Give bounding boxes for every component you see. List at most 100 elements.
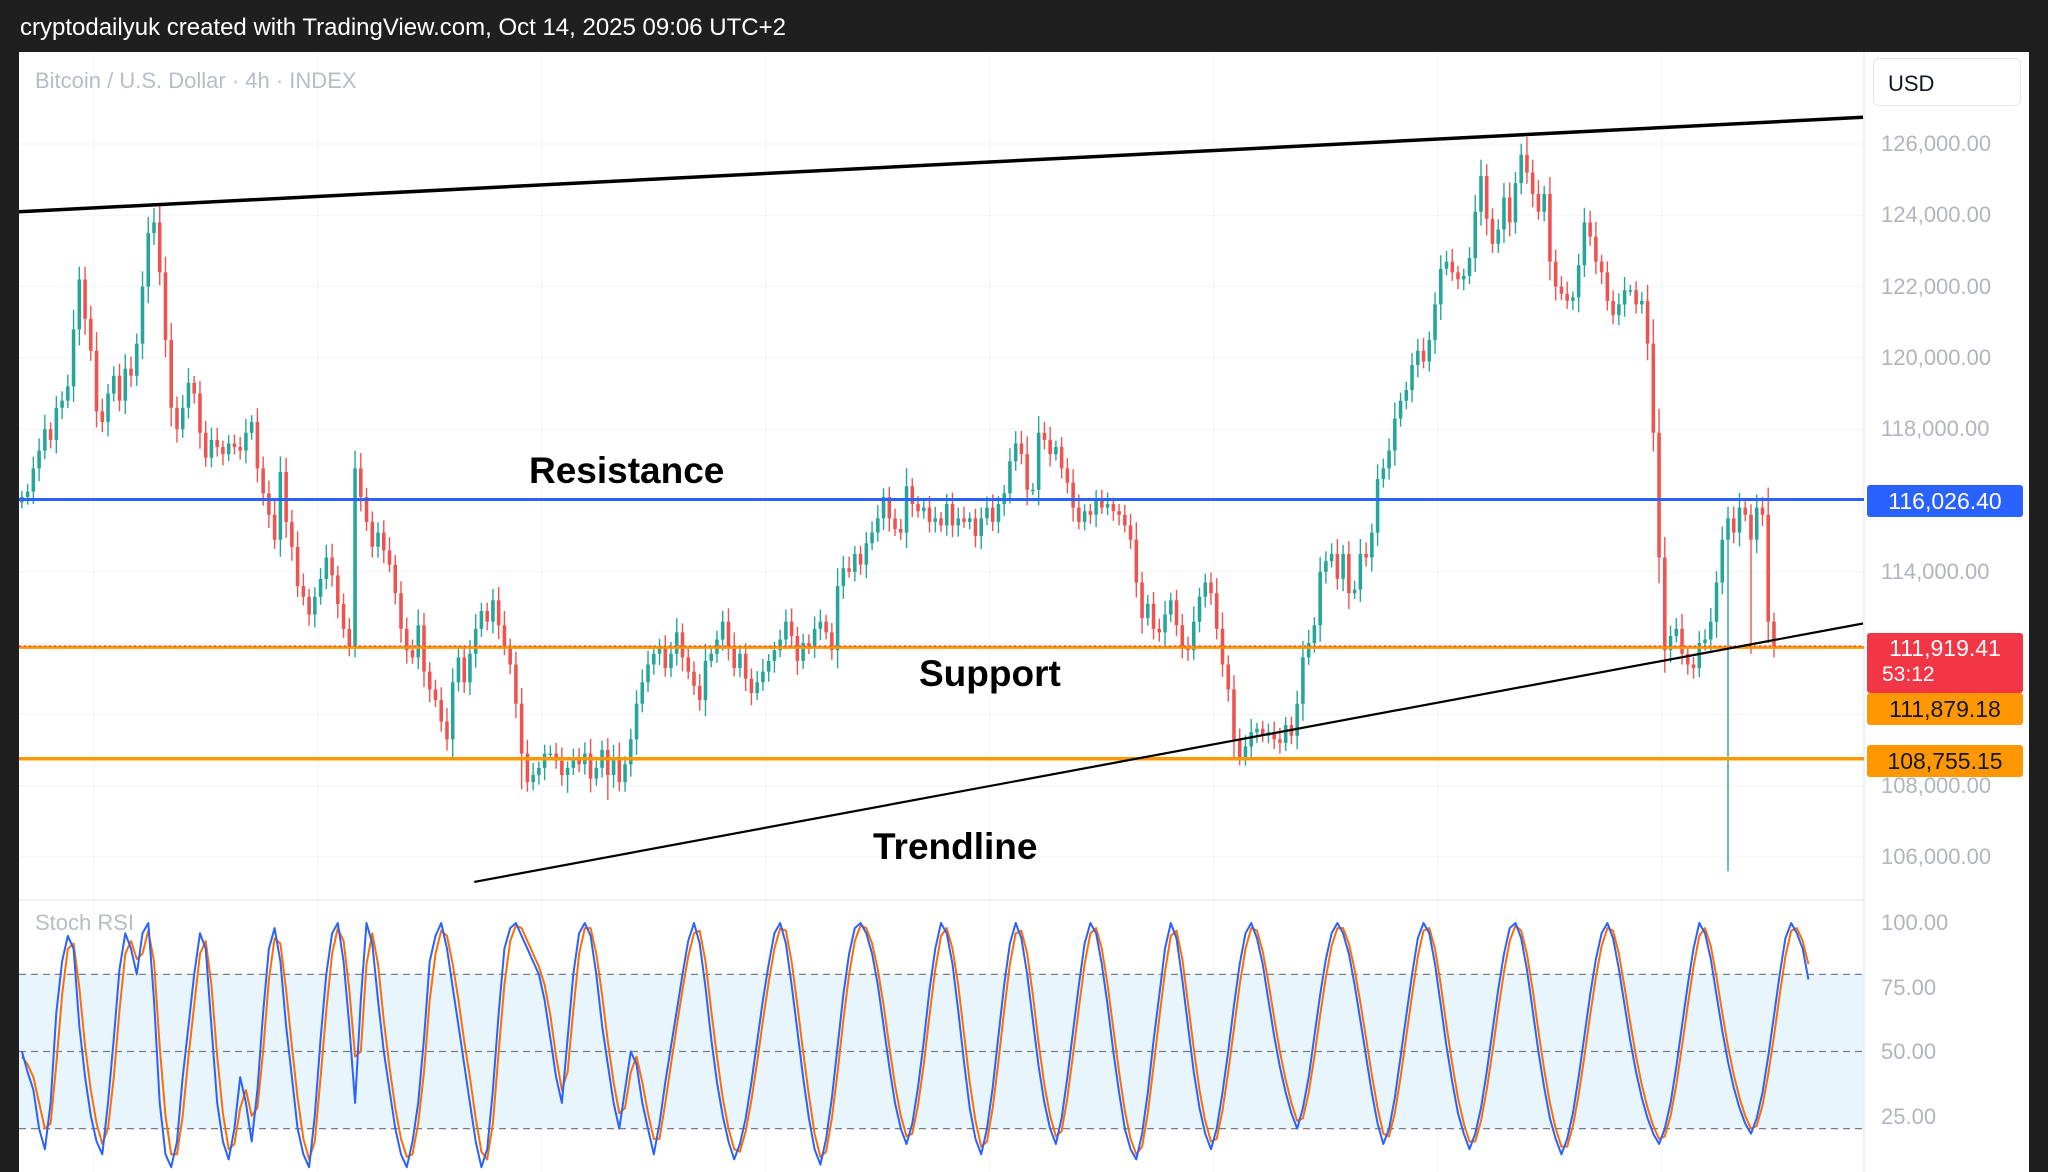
symbol-label: Bitcoin / U.S. Dollar · 4h · INDEX (35, 68, 357, 93)
candle-body (531, 775, 535, 783)
candle-body (1628, 290, 1633, 292)
candle-body (1031, 489, 1035, 492)
candle-body (921, 507, 926, 512)
candle-body (479, 611, 484, 629)
candle-body (450, 682, 455, 740)
candle-body (594, 767, 599, 779)
chart-canvas[interactable] (19, 52, 2029, 1172)
candle-body (341, 603, 346, 629)
candle-body (25, 491, 30, 497)
candle-body (1347, 553, 1351, 594)
created-with-caption: cryptodailyuk created with TradingView.c… (20, 14, 786, 41)
candle-body (473, 628, 478, 654)
candle-body (1599, 261, 1604, 273)
candle-body (1203, 582, 1208, 597)
candle-body (1438, 268, 1443, 305)
candle-body (255, 422, 260, 469)
candle-body (232, 443, 237, 448)
price-tick: 114,000.00 (1881, 559, 1990, 584)
chart-area[interactable]: Bitcoin / U.S. Dollar · 4h · INDEX Stoch… (19, 52, 2029, 1172)
candle-body (881, 496, 886, 519)
candle-body (261, 468, 265, 494)
candle-body (686, 657, 691, 672)
candle-body (1398, 400, 1403, 419)
candle-body (784, 621, 788, 640)
candle-body (37, 450, 41, 469)
candle-body (916, 504, 920, 512)
candle-body (71, 329, 76, 387)
candle-body (1036, 432, 1041, 490)
candle-body (1364, 553, 1368, 558)
candle-body (468, 653, 472, 683)
candle-body (117, 375, 122, 401)
lower-support-price-value: 108,755.15 (1887, 748, 2003, 774)
candle-body (1013, 443, 1018, 462)
candle-body (743, 653, 748, 679)
candle-body (502, 625, 507, 647)
candle-body (611, 757, 616, 776)
candle-body (1720, 539, 1725, 583)
candle-body (347, 628, 352, 647)
candle-body (1565, 293, 1569, 301)
candle-body (77, 279, 82, 330)
candle-body (1416, 350, 1420, 366)
candle-body (749, 678, 754, 694)
candle-body (1324, 561, 1328, 572)
candle-body (387, 550, 392, 565)
candle-body (1082, 511, 1087, 522)
candle-body (1042, 432, 1047, 440)
candle-body (772, 650, 777, 661)
candle-body (54, 407, 59, 440)
candle-body (439, 700, 444, 722)
candle-body (766, 660, 771, 672)
candle-body (43, 429, 47, 451)
candle-body (1548, 193, 1552, 262)
candle-body (301, 586, 306, 597)
candle-body (1272, 732, 1276, 740)
candle-body (89, 318, 93, 351)
candle-body (646, 664, 650, 683)
candle-body (1542, 193, 1546, 212)
candle-body (858, 553, 863, 565)
candle-body (1507, 197, 1512, 223)
candle-body (1680, 628, 1684, 654)
candle-body (1283, 725, 1288, 743)
candle-body (1048, 439, 1052, 455)
candle-body (1645, 300, 1650, 344)
candle-body (778, 639, 782, 651)
resistance-price-value: 116,026.40 (1888, 488, 2002, 514)
candle-body (956, 518, 961, 526)
candle-body (313, 596, 317, 615)
candle-body (1146, 603, 1150, 619)
candle-body (1214, 593, 1219, 629)
candle-body (674, 632, 679, 654)
candle-body (129, 368, 133, 376)
candle-body (112, 375, 116, 394)
candle-body (841, 568, 846, 587)
candle-body (1605, 272, 1610, 301)
candle-body (565, 767, 570, 776)
candle-body (238, 447, 242, 451)
candle-body (560, 760, 564, 776)
candle-body (1530, 172, 1535, 194)
candle-body (83, 279, 87, 319)
candle-body (1668, 635, 1673, 651)
candle-body (899, 529, 903, 533)
stoch-rsi-k-line (20, 922, 1810, 1169)
currency-selector[interactable]: USD (1873, 58, 2021, 106)
candle-body (571, 757, 576, 768)
candle-body (163, 272, 168, 341)
candle-body (192, 382, 196, 394)
candle-body (462, 657, 466, 683)
stoch-rsi-label: Stoch RSI (35, 910, 135, 935)
candle-body (904, 486, 909, 533)
candle-body (1358, 553, 1363, 590)
candle-body (1232, 689, 1236, 740)
candle-body (703, 660, 708, 701)
candle-body (1237, 739, 1242, 758)
candle-body (1134, 539, 1139, 583)
candle-body (1663, 557, 1667, 651)
candle-body (1444, 261, 1449, 269)
candle-body (789, 621, 794, 636)
candle-body (519, 703, 524, 754)
